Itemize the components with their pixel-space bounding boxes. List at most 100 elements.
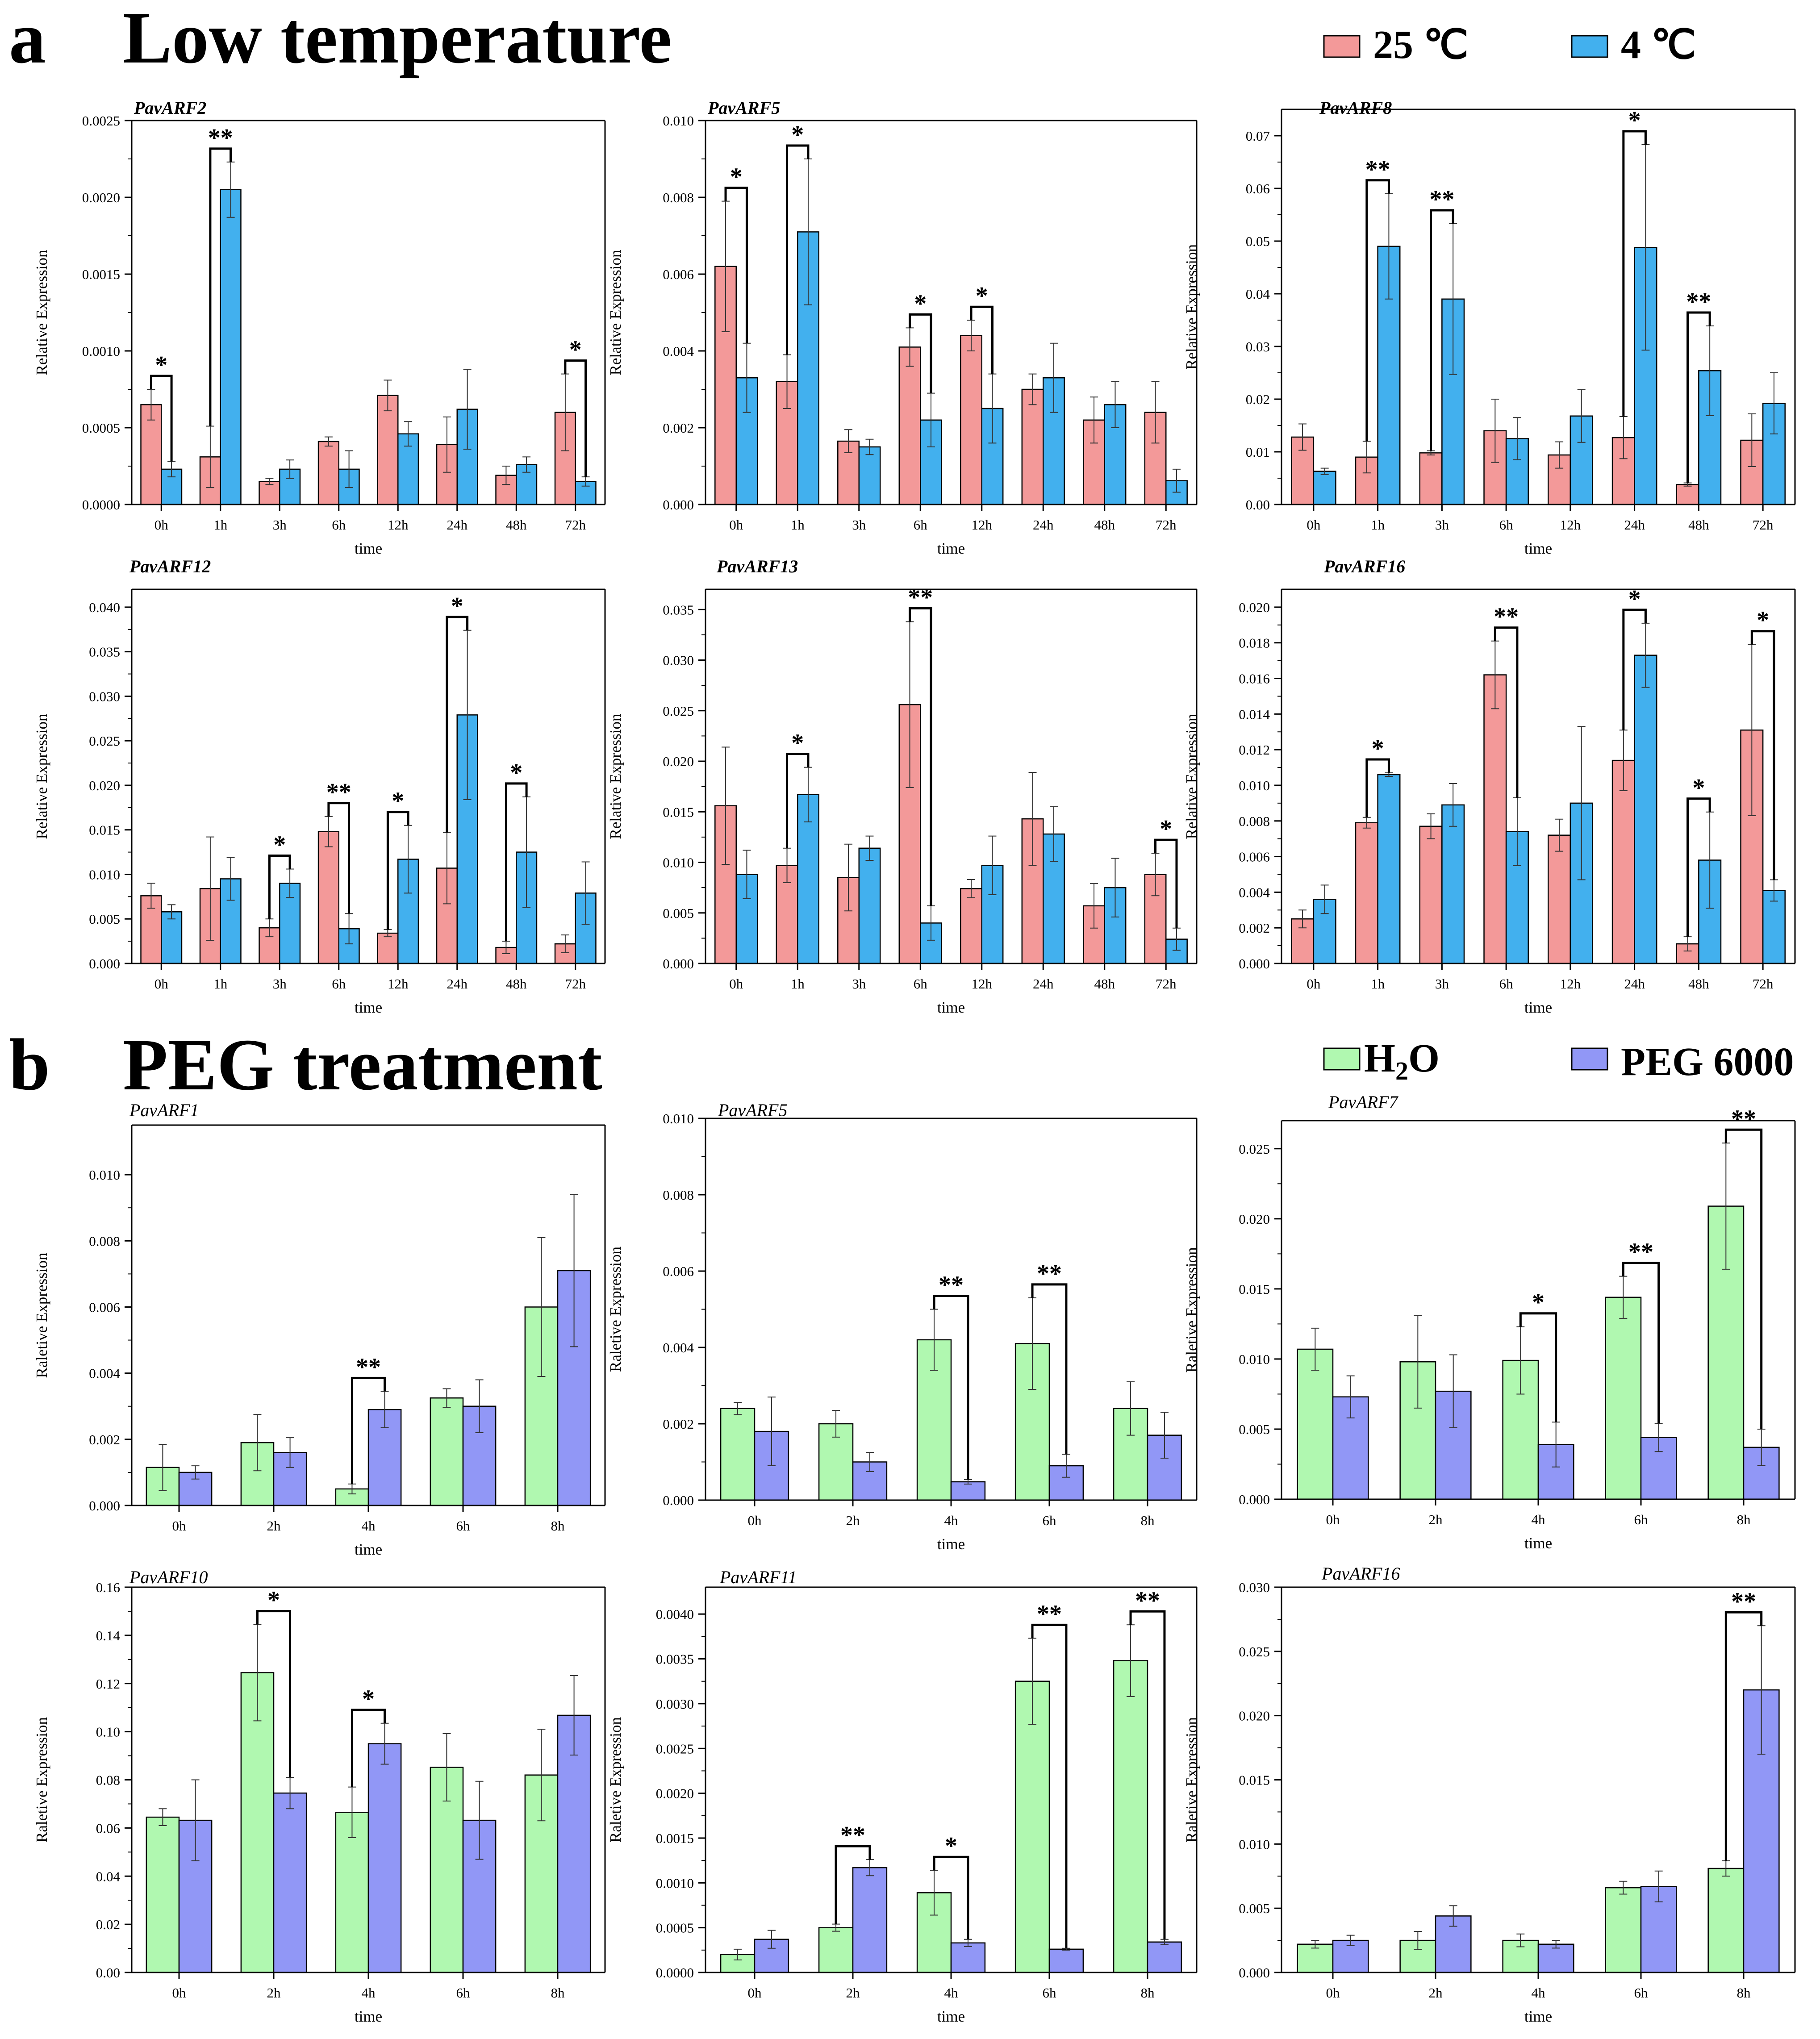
x-tick-label: 3h [273,976,287,992]
bar [1634,655,1657,964]
bar [317,831,339,964]
bar [1377,774,1401,964]
y-tick-label: 0.005 [1239,1901,1270,1916]
y-tick-label: 0.006 [663,1263,694,1279]
x-tick-label: 3h [852,976,866,992]
y-tick-label: 0.010 [89,1167,120,1183]
x-tick-label: 8h [1141,1513,1155,1528]
y-tick-label: 0.006 [1239,849,1270,865]
x-tick-label: 12h [1560,976,1581,992]
x-tick-label: 72h [1753,517,1774,533]
significance-bracket [786,144,810,355]
x-tick-label: 3h [852,517,866,533]
significance-label: * [976,282,988,310]
significance-label: * [1372,735,1384,763]
significance-label: * [914,290,927,317]
significance-bracket [1622,1262,1660,1424]
y-tick-label: 0.000 [1239,956,1270,972]
y-tick-label: 0.0005 [82,420,120,436]
x-axis-label: time [355,999,382,1016]
x-tick-label: 12h [972,976,993,992]
bar [960,888,982,964]
significance-label: ** [1037,1260,1062,1288]
significance-bracket [351,1709,386,1787]
x-tick-label: 12h [388,976,409,992]
chart-title: PavARF8 [1319,98,1392,118]
significance-label: ** [1135,1587,1160,1614]
x-tick-label: 6h [1634,1512,1649,1527]
significance-label: * [1532,1289,1544,1317]
bar [377,932,399,964]
significance-label: ** [1731,1105,1756,1133]
bar [220,189,242,505]
x-tick-label: 6h [1499,976,1514,992]
significance-label: * [1692,774,1705,802]
significance-label: * [945,1832,957,1860]
y-tick-label: 0.06 [1246,181,1270,196]
x-tick-label: 2h [1429,1512,1443,1527]
bar [1483,674,1507,964]
significance-bracket [1750,630,1775,880]
chart-title: PavARF13 [716,556,798,576]
significance-bracket [1686,311,1711,483]
significance-bracket [970,305,993,374]
significance-label: ** [1686,288,1711,316]
x-tick-label: 0h [154,976,169,992]
x-axis-label: time [937,540,965,557]
x-tick-label: 12h [1560,517,1581,533]
y-tick-label: 0.040 [89,600,120,615]
bar [1548,834,1571,964]
x-tick-label: 12h [388,517,409,533]
chart-pavarf12-low-temp: PavARF12 0.000 0.005 0.010 0.015 0.020 0.025 0.… [33,556,606,1016]
significance-bracket [209,147,232,426]
significance-label: * [791,730,804,757]
y-tick-label: 0.010 [89,867,120,882]
y-tick-label: 0.006 [663,267,694,282]
chart-pavarf1-peg: PavARF1 0.000 0.002 0.004 0.006 0.008 0.010 0h 2… [33,1100,606,1558]
y-tick-label: 0.02 [96,1917,120,1932]
x-tick-label: 0h [1326,1512,1340,1527]
x-tick-label: 0h [1307,976,1321,992]
significance-label: ** [939,1272,964,1299]
x-tick-label: 48h [1688,517,1709,533]
bar [273,1792,307,1973]
significance-label: * [1160,815,1172,843]
y-tick-label: 0.015 [1239,1772,1270,1788]
y-tick-label: 0.05 [1246,234,1270,249]
bar [858,446,881,505]
significance-label: * [362,1685,375,1713]
x-axis-label: time [937,999,965,1016]
bar [1441,804,1465,964]
significance-label: ** [1429,186,1454,213]
x-axis-label: time [1524,1534,1552,1552]
x-tick-label: 0h [748,1513,762,1528]
y-tick-label: 0.030 [1239,1580,1270,1595]
bar [1611,759,1635,964]
chart-title: PavARF7 [1328,1092,1398,1112]
y-tick-label: 0.0000 [656,1965,694,1981]
significance-bracket [386,811,409,930]
bar [377,395,399,505]
y-tick-label: 0.03 [1246,339,1270,354]
y-axis-label: Raletive Expression [1183,1247,1200,1373]
bar [279,883,301,964]
chart-title: PavARF11 [719,1567,797,1587]
x-tick-label: 4h [362,1985,376,2001]
chart-title: PavARF16 [1321,1564,1400,1584]
significance-label: * [392,788,404,815]
x-tick-label: 0h [1326,1985,1340,2001]
significance-label: * [1628,107,1641,134]
x-tick-label: 12h [972,517,993,533]
significance-bracket [1622,130,1647,417]
y-tick-label: 0.035 [89,644,120,660]
legend-label-25c: 25 ℃ [1373,23,1469,67]
bar [960,335,982,505]
x-tick-label: 2h [1429,1985,1443,2001]
chart-title: PavARF1 [129,1100,199,1120]
significance-bracket [1724,1128,1763,1429]
y-tick-label: 0.0010 [656,1875,694,1891]
x-axis-label: time [1524,2008,1552,2025]
x-tick-label: 6h [332,517,346,533]
y-tick-label: 0.008 [89,1233,120,1249]
